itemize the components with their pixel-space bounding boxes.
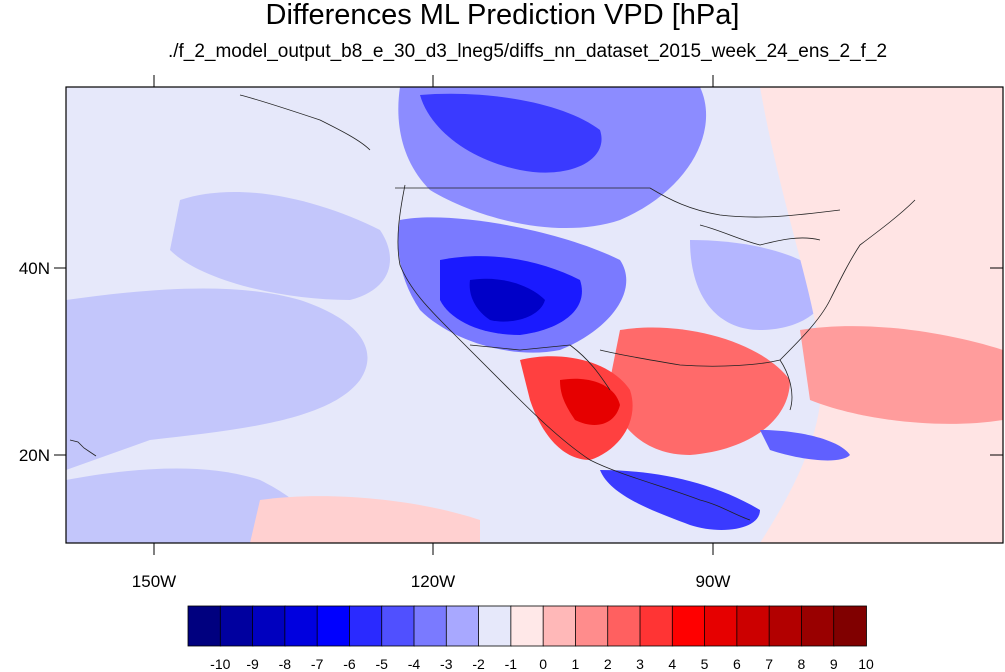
colorbar-label: -1 [505,656,518,672]
colorbar-swatch [736,605,771,647]
map-field [66,87,1003,543]
lon-label-150w: 150W [132,572,176,591]
coastlines [69,94,916,521]
field-tropics-pink [250,496,480,543]
colorbar-label: 3 [636,656,644,672]
colorbar-swatch [671,605,706,647]
field-canada-dark-blue [420,93,602,173]
colorbar-label: -3 [440,656,453,672]
lat-label-40n: 40N [19,259,50,278]
colorbar-label: 1 [572,656,580,672]
lat-label-20n: 20N [19,446,50,465]
alaska-coast [239,94,371,151]
map-title: Differences ML Prediction VPD [hPa] [265,0,740,31]
colorbar-swatch [219,605,254,647]
map-subtitle: ./f_2_model_output_b8_e_30_d3_lneg5/diff… [167,41,888,62]
colorbar-label: -2 [472,656,485,672]
colorbar-swatch [349,605,383,647]
colorbar-label: 7 [765,656,773,672]
colorbar-label: -9 [246,656,259,672]
field-gulf-red [610,327,790,455]
field-southwest-darkest [469,278,545,322]
field-pacific-light-blue [66,288,368,470]
field-central-america-blue [600,470,760,530]
colorbar-swatch [607,605,641,647]
tick-marks [54,75,1003,555]
colorbar-label: 9 [830,656,838,672]
colorbar-label: 6 [733,656,741,672]
field-atlantic-pink [760,87,1003,543]
colorbar-swatch [445,605,480,647]
plot-frame [65,86,1004,544]
colorbar-swatch [801,605,835,647]
field-atlantic-red [800,326,1003,424]
field-east-us-blue [690,240,830,330]
colorbar-swatch [639,605,674,647]
field-northwest-light-blue [170,191,390,300]
colorbar-swatch [542,605,577,647]
colorbar-swatch [381,605,415,647]
colorbar-label: -8 [279,656,292,672]
field-caribbean-blue [760,430,850,461]
colorbar-swatch [833,605,867,647]
field-mexico-deep-red [560,378,620,425]
colorbar-label: -6 [343,656,356,672]
colorbar-label: -7 [311,656,324,672]
colorbar-swatch [575,605,609,647]
colorbar-swatch [187,605,222,647]
colorbar-swatch [284,605,319,647]
colorbar-label: 8 [798,656,806,672]
colorbar-swatch [704,605,738,647]
gulf-coast [599,349,793,411]
colorbar-label: 10 [858,656,874,672]
colorbar-label: -5 [375,656,388,672]
colorbar-label: 5 [701,656,709,672]
colorbar-label: -10 [210,656,230,672]
hawaii [69,439,97,457]
colorbar-label: -4 [408,656,421,672]
canada-us-border [395,187,841,218]
colorbar-swatch [510,605,545,647]
west-coast [397,184,751,521]
colorbar-swatch [478,605,512,647]
colorbar-swatch [252,605,286,647]
lon-label-90w: 90W [696,572,731,591]
colorbar: -10 -9 -8 -7 -6 -5 -4 -3 -2 -1 0 1 2 3 4 5 6 7 8 9 10 [187,605,874,672]
field-pacific-light-blue-2 [66,468,308,543]
colorbar-swatch [768,605,803,647]
colorbar-swatch [316,605,351,647]
us-mexico-border [469,344,611,391]
colorbar-swatch [413,605,448,647]
great-lakes [699,224,821,246]
colorbar-label: 4 [668,656,676,672]
lon-label-120w: 120W [411,572,455,591]
colorbar-label: 2 [604,656,612,672]
colorbar-label: 0 [539,656,547,672]
east-coast [779,199,916,361]
